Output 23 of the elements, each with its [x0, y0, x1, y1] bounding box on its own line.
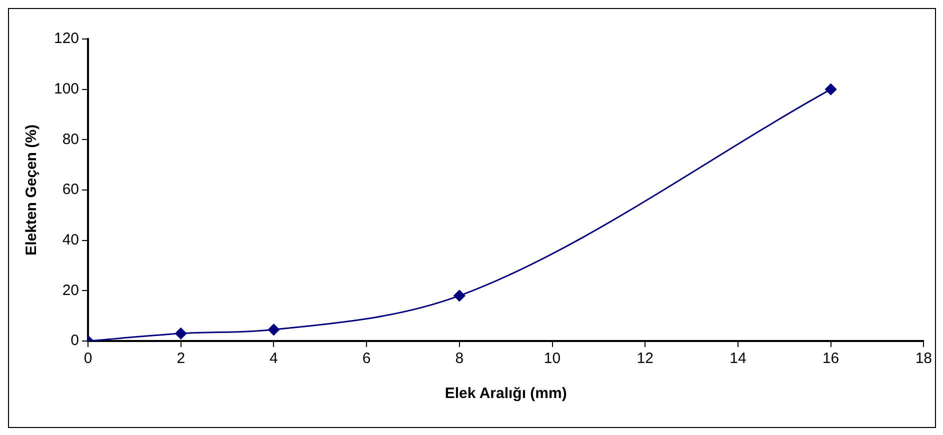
point: [175, 328, 187, 340]
x-tick-label: 0: [84, 350, 92, 368]
y-tick-label: 120: [54, 30, 80, 48]
x-tick-label: 16: [822, 350, 840, 368]
x-tick-label: 18: [915, 350, 932, 368]
x-tick-label: 10: [544, 350, 561, 368]
x-tick-label: 12: [636, 350, 654, 368]
point: [454, 290, 466, 302]
x-tick-label: 2: [176, 350, 186, 368]
y-tick-label: 20: [62, 282, 80, 299]
point: [268, 324, 280, 336]
x-tick-label: 14: [730, 350, 746, 368]
y-tick-label: 80: [62, 130, 80, 148]
point: [825, 84, 837, 96]
y-tick-label: 0: [70, 332, 80, 350]
y-tick-label: 100: [54, 80, 80, 98]
y-axis-title: Elekten Geçen (%): [23, 124, 40, 256]
y-tick-label: 40: [62, 231, 80, 248]
x-axis-title: Elek Aralığı (mm): [444, 385, 567, 402]
y-tick-label: 60: [62, 181, 80, 198]
x-tick-label: 8: [455, 350, 464, 368]
x-tick-label: 6: [362, 350, 371, 368]
x-tick-label: 4: [270, 350, 278, 368]
